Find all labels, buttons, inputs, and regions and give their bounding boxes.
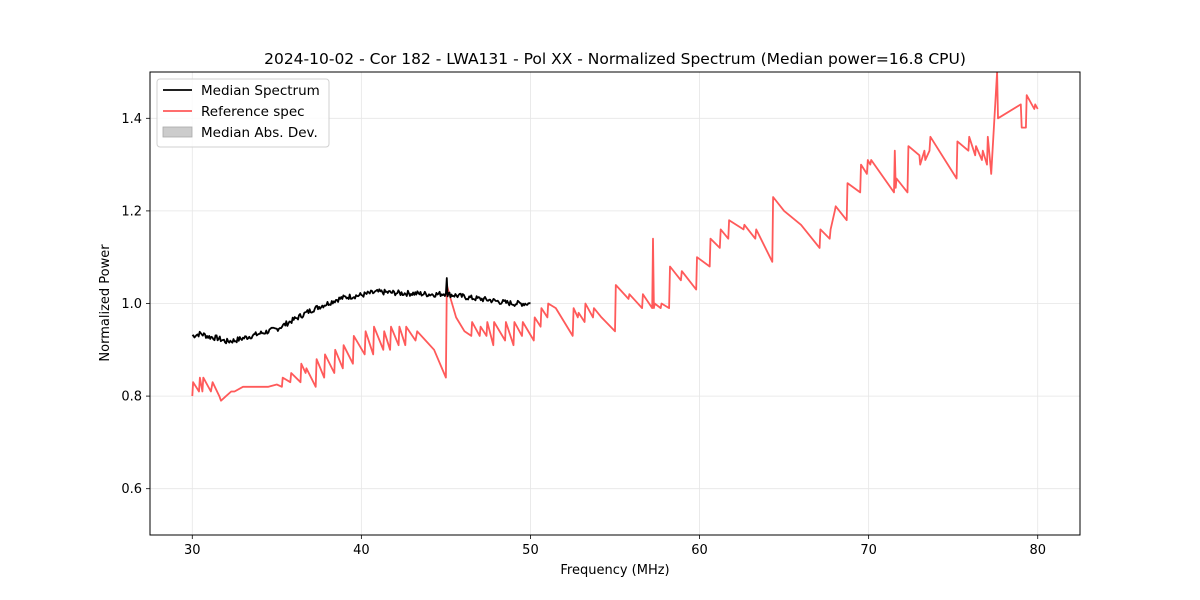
y-tick-label: 1.0 xyxy=(121,297,142,312)
legend-swatch-median-abs-dev xyxy=(162,126,193,138)
x-tick-label: 50 xyxy=(522,543,539,558)
y-tick-label: 0.6 xyxy=(121,482,142,497)
x-tick-label: 70 xyxy=(860,543,877,558)
series-median-spectrum xyxy=(191,277,531,345)
y-axis-label: Normalized Power xyxy=(98,244,113,362)
legend-label-median-abs-dev: Median Abs. Dev. xyxy=(201,125,318,141)
legend: Median Spectrum Reference spec Median Ab… xyxy=(156,78,330,148)
plot-area xyxy=(191,72,1039,402)
x-axis-label: Frequency (MHz) xyxy=(560,563,669,578)
x-tick-label: 40 xyxy=(353,543,370,558)
x-axis: 30 40 50 60 70 80 xyxy=(184,535,1046,558)
legend-box xyxy=(156,78,330,148)
legend-label-median-spectrum: Median Spectrum xyxy=(201,83,320,99)
y-tick-label: 1.2 xyxy=(121,204,142,219)
x-tick-label: 80 xyxy=(1029,543,1046,558)
y-axis: 0.6 0.8 1.0 1.2 1.4 xyxy=(121,112,150,497)
legend-label-reference-spec: Reference spec xyxy=(201,104,305,120)
x-tick-label: 30 xyxy=(184,543,201,558)
y-tick-label: 1.4 xyxy=(121,112,142,127)
series-reference-spec xyxy=(191,72,1039,402)
chart-title: 2024-10-02 - Cor 182 - LWA131 - Pol XX -… xyxy=(264,50,966,68)
x-tick-label: 60 xyxy=(691,543,708,558)
y-tick-label: 0.8 xyxy=(121,390,142,405)
